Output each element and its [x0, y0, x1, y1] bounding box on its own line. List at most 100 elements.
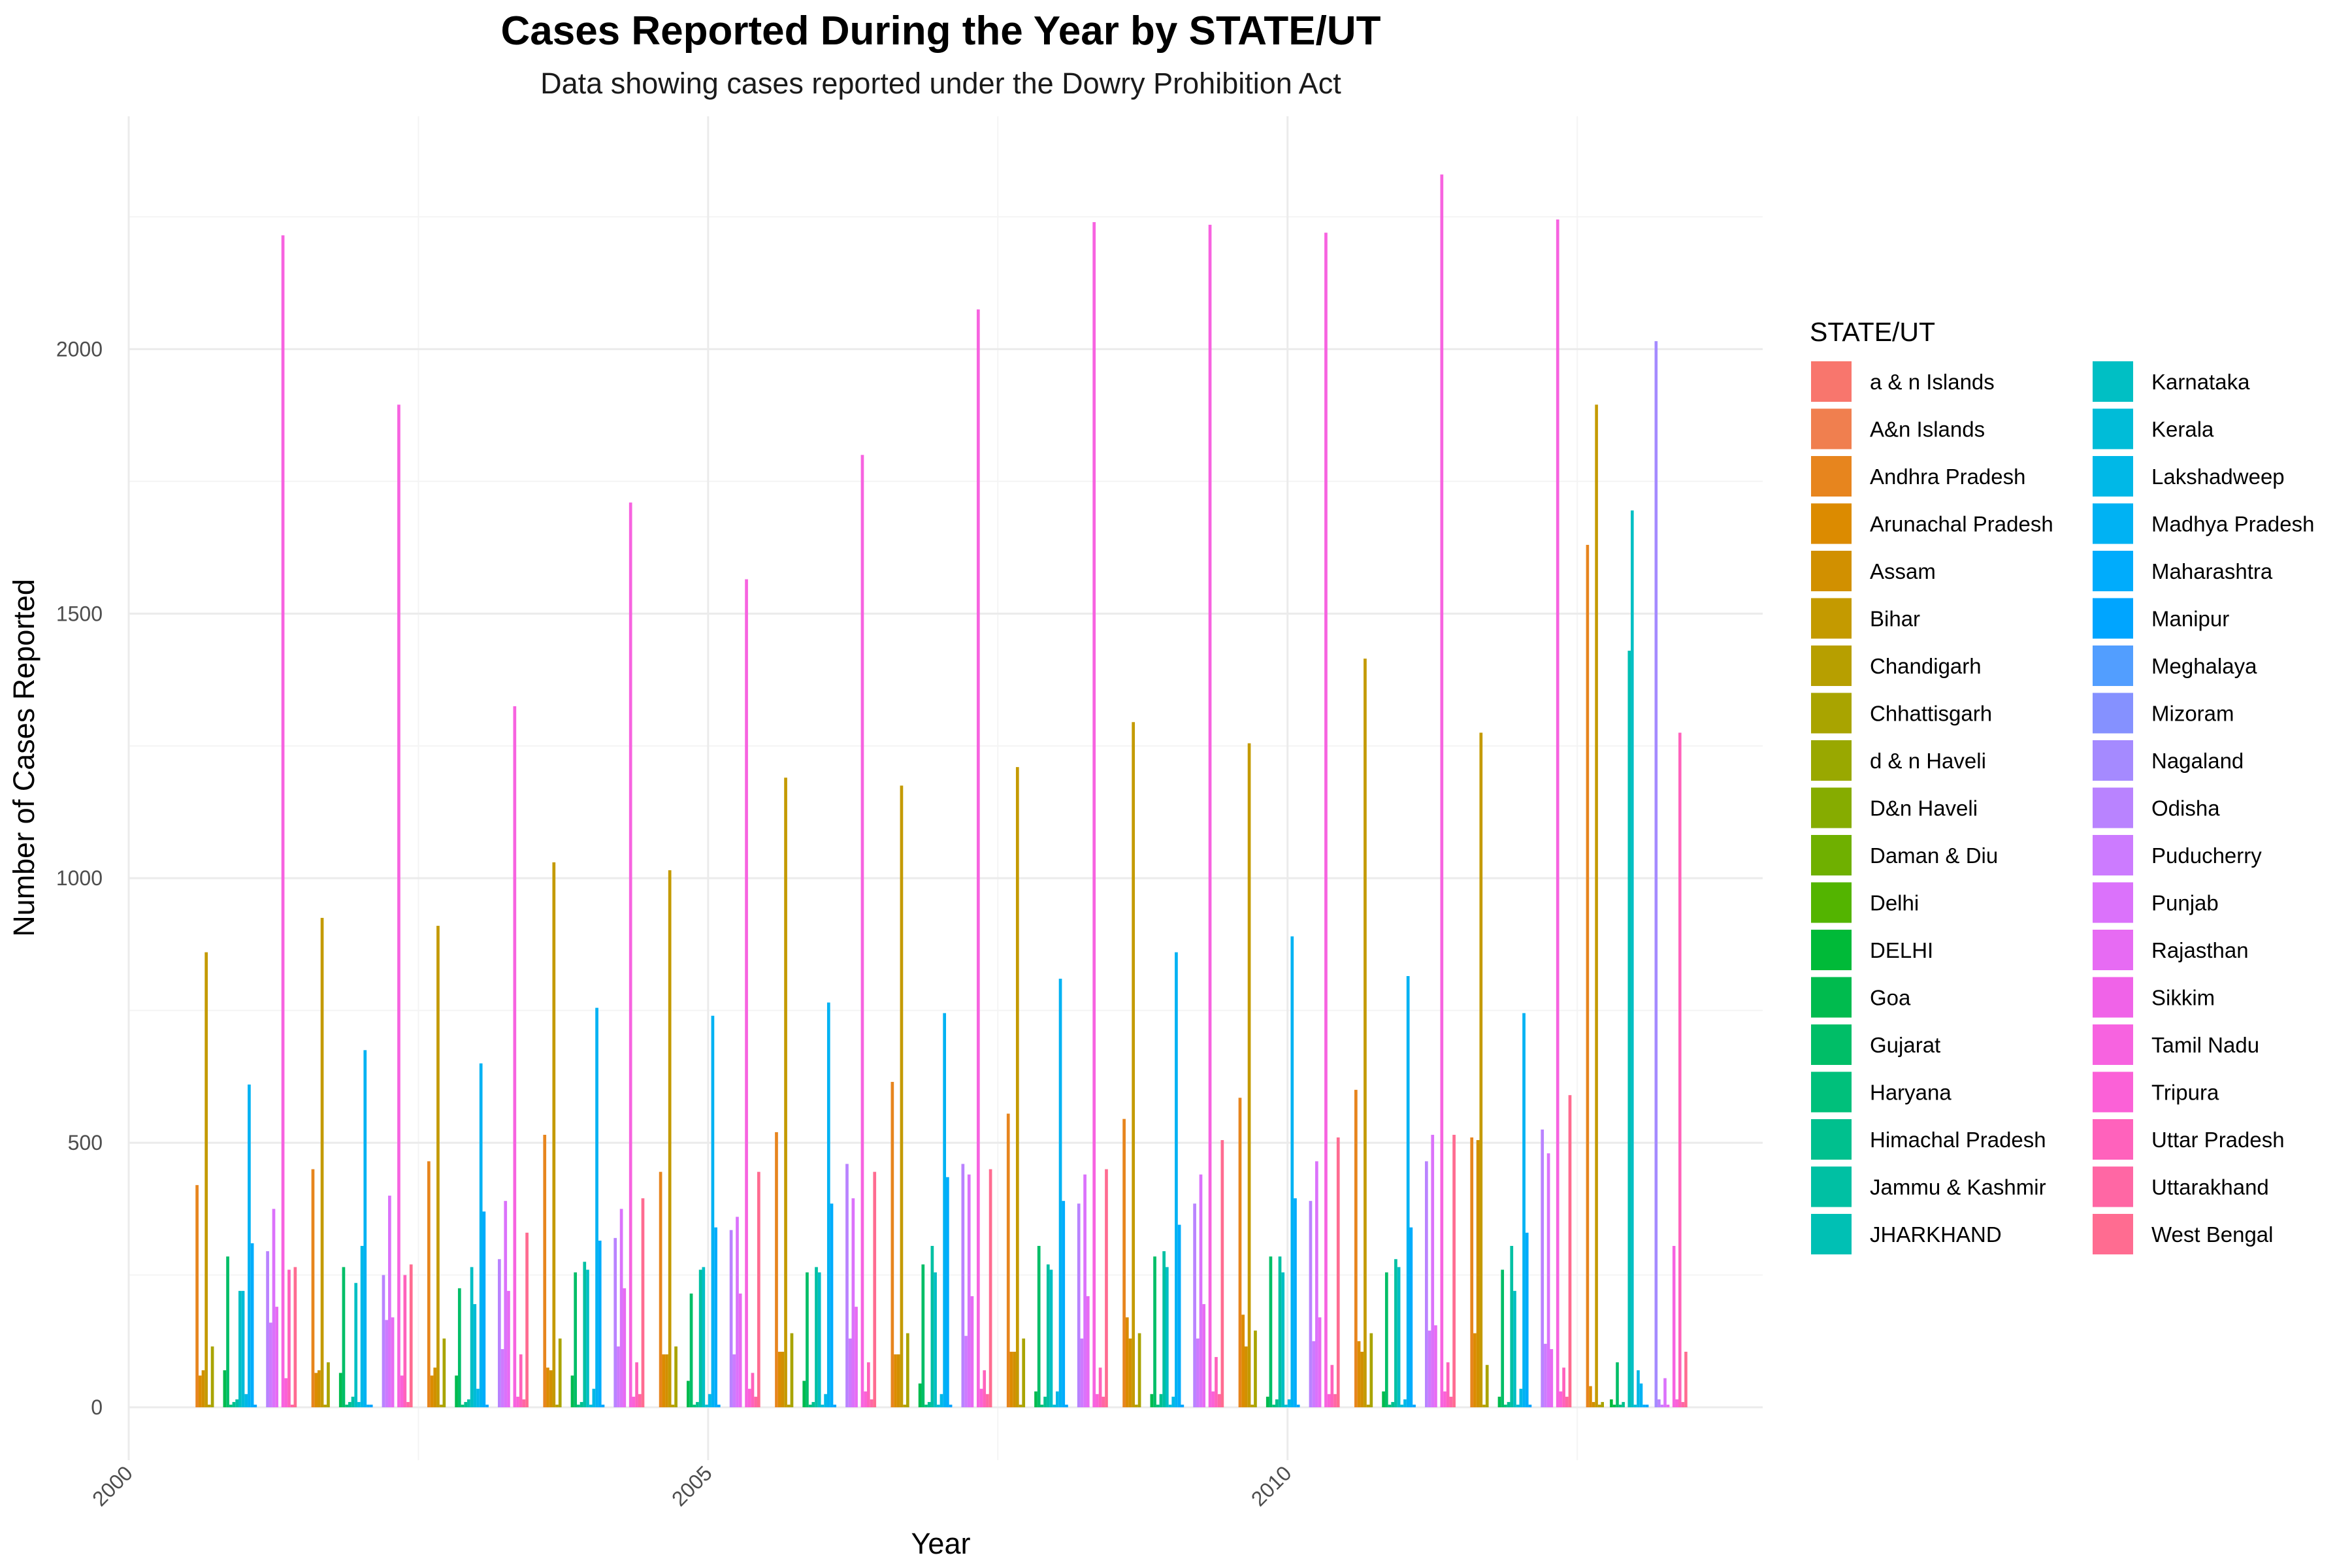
legend-label: Sikkim	[2151, 986, 2215, 1010]
legend-label: Karnataka	[2151, 370, 2250, 394]
bar	[1476, 1140, 1480, 1408]
bar	[1479, 732, 1483, 1408]
bar	[1080, 1338, 1084, 1408]
bar	[988, 1169, 992, 1408]
bar	[1315, 1161, 1318, 1408]
bar	[747, 1388, 751, 1408]
bar	[1413, 1404, 1416, 1408]
bar	[406, 1401, 410, 1408]
bar	[479, 1063, 483, 1408]
bar	[824, 1394, 827, 1408]
legend-label: Jammu & Kashmir	[1870, 1175, 2046, 1200]
bar	[787, 1404, 791, 1408]
bar	[1153, 1256, 1156, 1408]
bar	[1013, 1351, 1016, 1408]
bar	[1443, 1391, 1446, 1408]
bar	[1497, 1396, 1501, 1408]
bar	[1278, 1256, 1282, 1408]
bar	[1156, 1404, 1160, 1408]
bar	[1202, 1304, 1206, 1408]
bar	[284, 1378, 288, 1408]
bar	[1022, 1338, 1026, 1408]
bar	[754, 1396, 758, 1408]
bar	[1449, 1396, 1453, 1408]
bar	[552, 862, 556, 1408]
legend-key	[2093, 930, 2133, 970]
bar	[1122, 1119, 1126, 1408]
bar	[204, 952, 208, 1408]
bar	[1272, 1404, 1275, 1408]
legend-label: Nagaland	[2151, 749, 2244, 773]
bar	[367, 1404, 370, 1408]
bar	[385, 1320, 389, 1408]
bar	[311, 1169, 315, 1408]
bar	[851, 1198, 855, 1408]
legend-key	[2093, 977, 2133, 1018]
legend-label: Arunachal Pradesh	[1870, 512, 2053, 536]
legend-key	[1811, 882, 1852, 923]
bar	[235, 1399, 238, 1408]
bar	[210, 1346, 214, 1408]
bar	[903, 1404, 906, 1408]
bar	[427, 1161, 431, 1408]
bar	[369, 1404, 373, 1408]
bar	[1618, 1404, 1622, 1408]
bar	[513, 706, 517, 1408]
bar	[1394, 1259, 1397, 1408]
legend-key	[2093, 882, 2133, 923]
bar	[906, 1333, 909, 1408]
bar	[1470, 1137, 1474, 1408]
legend-label: Delhi	[1870, 891, 1919, 915]
bar	[1504, 1404, 1507, 1408]
bar	[1473, 1333, 1477, 1408]
bar	[1565, 1396, 1569, 1408]
bar	[1616, 1362, 1619, 1408]
legend-label: Manipur	[2151, 607, 2229, 631]
bar	[464, 1401, 468, 1408]
bar	[815, 1267, 818, 1408]
bar	[485, 1404, 489, 1408]
bar	[1150, 1394, 1154, 1408]
bar	[714, 1227, 717, 1408]
bar	[1403, 1399, 1407, 1408]
bar	[1269, 1256, 1273, 1408]
bar	[1678, 732, 1682, 1408]
bar	[894, 1354, 897, 1408]
bar	[668, 870, 672, 1408]
bar	[1294, 1198, 1297, 1408]
bar	[943, 1013, 947, 1408]
bar	[598, 1240, 602, 1408]
bar	[1105, 1169, 1108, 1408]
bar	[1507, 1401, 1511, 1408]
legend-label: Lakshadweep	[2151, 465, 2285, 489]
bar	[198, 1375, 202, 1408]
bar	[833, 1404, 837, 1408]
bar	[689, 1293, 693, 1408]
legend-key	[1811, 1166, 1852, 1207]
bar	[1006, 1113, 1010, 1408]
bar	[890, 1081, 894, 1408]
bar	[287, 1269, 291, 1408]
legend-label: Chandigarh	[1870, 654, 1982, 678]
bar	[473, 1304, 477, 1408]
bar	[1388, 1404, 1392, 1408]
legend: a & n Islands A&n Islands Andhra Pradesh Ar…	[1811, 361, 2314, 1254]
bar	[244, 1394, 248, 1408]
bar	[229, 1404, 233, 1408]
bar	[1589, 1386, 1592, 1408]
bar	[1639, 1383, 1643, 1408]
bar	[430, 1375, 434, 1408]
legend-key	[2093, 645, 2133, 686]
legend-label: Puducherry	[2151, 843, 2262, 868]
bar	[226, 1256, 229, 1408]
bar	[1568, 1095, 1572, 1408]
bar	[1658, 1399, 1661, 1408]
bar	[1631, 510, 1634, 1408]
bar	[1086, 1296, 1090, 1408]
legend-key	[2093, 503, 2133, 544]
bar	[705, 1404, 708, 1408]
legend-key	[1811, 456, 1852, 497]
bar	[632, 1396, 636, 1408]
bars	[192, 174, 1688, 1408]
